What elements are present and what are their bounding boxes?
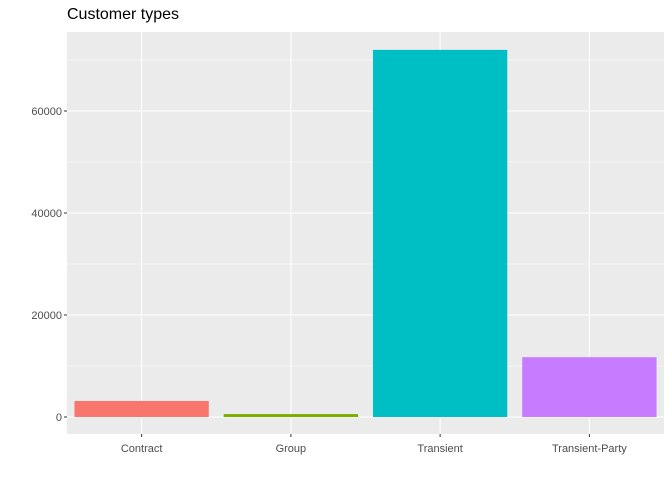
x-axis: Contract Group Transient Transient-Party <box>121 434 627 455</box>
x-tick-label: Contract <box>121 443 163 455</box>
bar-contract <box>74 400 209 417</box>
y-tick-label: 40000 <box>31 208 62 220</box>
chart-title: Customer types <box>67 6 180 23</box>
bar-group <box>223 414 359 417</box>
bar-transient <box>372 49 508 417</box>
bar-transient-party <box>522 357 657 417</box>
y-axis: 0 20000 40000 60000 <box>31 106 67 424</box>
x-tick-label: Group <box>276 443 307 455</box>
x-tick-label: Transient <box>417 443 462 455</box>
y-tick-label: 20000 <box>31 310 62 322</box>
x-tick-label: Transient-Party <box>552 443 627 455</box>
y-tick-label: 0 <box>56 412 62 424</box>
y-tick-label: 60000 <box>31 106 62 118</box>
bars <box>74 49 657 417</box>
